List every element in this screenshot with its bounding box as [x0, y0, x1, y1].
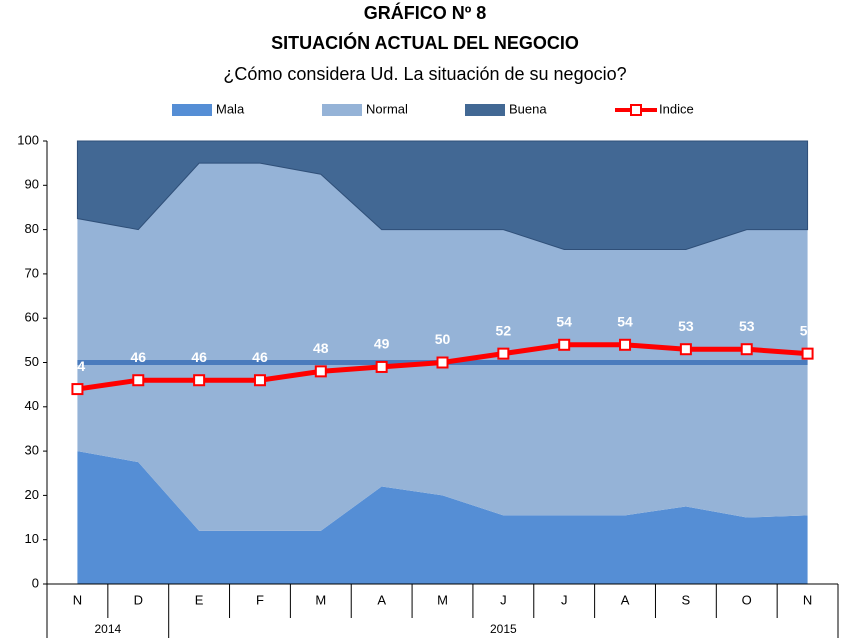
data-label: 52 [800, 322, 816, 338]
y-tick-label: 70 [25, 265, 39, 280]
y-tick-label: 40 [25, 398, 39, 413]
marker [679, 343, 692, 356]
y-tick-label: 30 [25, 443, 39, 458]
data-label: 48 [313, 340, 329, 356]
chart-subtitle: SITUACIÓN ACTUAL DEL NEGOCIO [271, 32, 579, 53]
x-tick-label: E [195, 592, 204, 607]
x-tick-label: F [256, 592, 264, 607]
data-label: 54 [556, 313, 572, 329]
legend-swatch [630, 104, 642, 116]
marker [740, 343, 753, 356]
data-label: 53 [739, 318, 755, 334]
data-label: 46 [130, 349, 146, 365]
y-tick-label: 20 [25, 487, 39, 502]
y-tick-label: 60 [25, 310, 39, 325]
y-tick-label: 80 [25, 221, 39, 236]
y-tick-label: 50 [25, 354, 39, 369]
marker [375, 360, 388, 373]
x-tick-label: M [437, 592, 448, 607]
x-tick-label: O [742, 592, 752, 607]
x-tick-label: N [803, 592, 812, 607]
data-label: 46 [191, 349, 207, 365]
marker [253, 374, 266, 387]
legend-label: Indice [659, 101, 694, 116]
marker [558, 338, 571, 351]
x-tick-label: J [500, 592, 507, 607]
marker [497, 347, 510, 360]
marker [801, 347, 814, 360]
x-tick-label: D [134, 592, 143, 607]
x-tick-label: A [377, 592, 386, 607]
legend-label: Normal [366, 101, 408, 116]
y-tick-label: 100 [17, 132, 39, 147]
marker [619, 338, 632, 351]
chart-question: ¿Cómo considera Ud. La situación de su n… [223, 64, 626, 84]
marker [71, 383, 84, 396]
x-tick-label: S [682, 592, 691, 607]
x-tick-label: J [561, 592, 568, 607]
marker [436, 356, 449, 369]
marker [314, 365, 327, 378]
x-tick-label: A [621, 592, 630, 607]
data-label: 46 [252, 349, 268, 365]
x-group-label: 2015 [490, 622, 517, 636]
legend-label: Mala [216, 101, 245, 116]
legend-swatch [465, 104, 505, 116]
area [76, 140, 809, 251]
legend-swatch [322, 104, 362, 116]
x-group-label: 2014 [94, 622, 121, 636]
data-label: 52 [496, 322, 512, 338]
y-tick-label: 10 [25, 531, 39, 546]
legend-swatch [172, 104, 212, 116]
legend-label: Buena [509, 101, 547, 116]
area [77, 163, 808, 531]
x-tick-label: M [315, 592, 326, 607]
data-label: 50 [435, 331, 451, 347]
data-label: 44 [70, 358, 86, 374]
data-label: 53 [678, 318, 694, 334]
marker [193, 374, 206, 387]
y-tick-label: 90 [25, 177, 39, 192]
data-label: 54 [617, 313, 633, 329]
chart-title: GRÁFICO Nº 8 [364, 2, 487, 23]
area [77, 451, 808, 584]
y-tick-label: 0 [32, 575, 39, 590]
data-label: 49 [374, 336, 390, 352]
marker [132, 374, 145, 387]
x-tick-label: N [73, 592, 82, 607]
